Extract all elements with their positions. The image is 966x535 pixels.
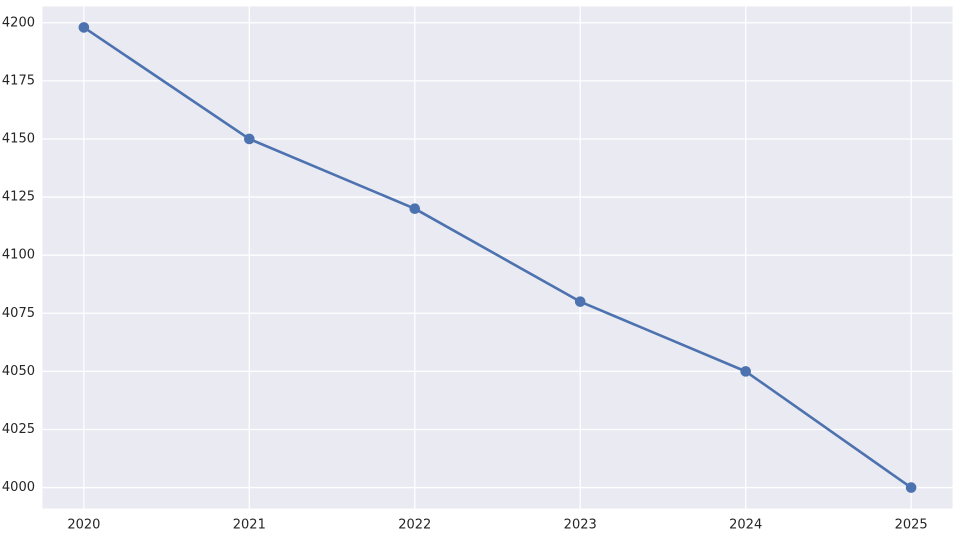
data-point-marker bbox=[905, 482, 917, 493]
data-point-marker bbox=[78, 22, 90, 33]
y-axis-tick-label: 4050 bbox=[2, 364, 35, 379]
y-axis-tick-label: 4100 bbox=[2, 248, 35, 263]
x-axis-tick-label: 2021 bbox=[233, 518, 266, 533]
x-axis-tick-label: 2023 bbox=[564, 518, 597, 533]
data-point-marker bbox=[574, 296, 586, 307]
y-axis-tick-label: 4125 bbox=[2, 190, 35, 205]
x-axis-tick-label: 2025 bbox=[895, 518, 928, 533]
y-axis-tick-label: 4150 bbox=[2, 131, 35, 146]
data-point-marker bbox=[409, 203, 421, 214]
x-axis-tick-label: 2022 bbox=[398, 518, 431, 533]
x-axis-tick-label: 2024 bbox=[729, 518, 762, 533]
y-axis-tick-label: 4200 bbox=[2, 15, 35, 30]
y-axis-tick-label: 4000 bbox=[2, 480, 35, 495]
y-axis-tick-label: 4025 bbox=[2, 422, 35, 437]
trend-line bbox=[82, 26, 913, 489]
data-point-marker bbox=[740, 366, 751, 377]
y-axis-tick-label: 4175 bbox=[2, 73, 35, 88]
y-axis-tick-label: 4075 bbox=[2, 306, 35, 321]
plot-area bbox=[42, 6, 953, 509]
data-point-marker bbox=[244, 133, 255, 145]
x-axis-tick-label: 2020 bbox=[67, 518, 100, 533]
